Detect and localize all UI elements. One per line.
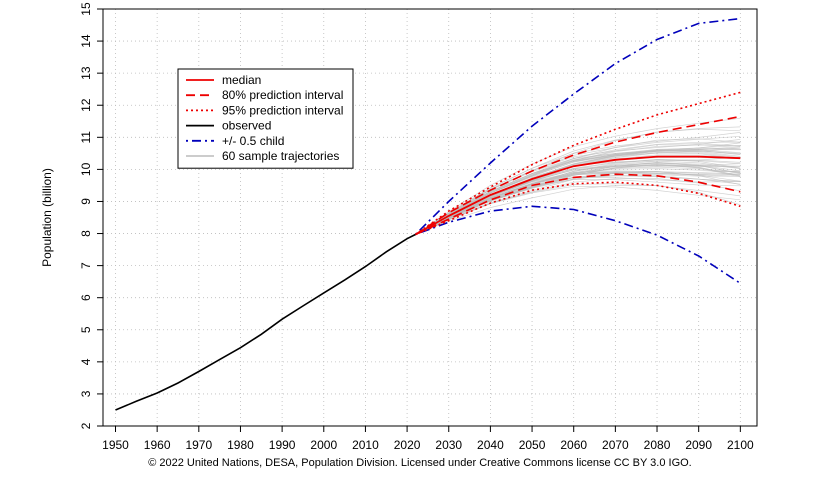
x-tick-label: 2040	[477, 438, 504, 452]
x-tick-label: 1950	[102, 438, 129, 452]
y-tick-label: 12	[79, 98, 93, 112]
series-0-5-child-lower	[415, 205, 741, 284]
series-95-prediction-interval-lower	[415, 181, 741, 236]
y-axis: 2 3 4 5 6 7 8 9 10 11 12 13 14 15	[79, 2, 103, 429]
y-tick-label: 7	[79, 262, 93, 269]
series-80-prediction-interval-lower	[415, 173, 741, 236]
y-tick-label: 4	[79, 358, 93, 365]
y-tick-label: 5	[79, 326, 93, 333]
x-tick-label: 1990	[269, 438, 296, 452]
population-chart: 1950 1960 1970 1980 1990 2000 2010 2020 2030 2040…	[40, 2, 758, 452]
y-tick-label: 6	[79, 294, 93, 301]
series-95-prediction-interval-upper	[414, 91, 741, 236]
x-tick-label: 2090	[685, 438, 712, 452]
sample-trajectory	[415, 164, 741, 235]
x-tick-label: 1980	[227, 438, 254, 452]
series-80-prediction-interval-upper	[414, 115, 741, 236]
sample-trajectory	[415, 166, 741, 235]
y-tick-label: 15	[79, 2, 93, 16]
sample-trajectory	[415, 159, 741, 235]
x-tick-label: 1960	[144, 438, 171, 452]
series-lines	[115, 17, 741, 411]
legend-label-median: median	[222, 73, 261, 87]
y-tick-label: 9	[79, 198, 93, 205]
y-tick-label: 8	[79, 230, 93, 237]
x-tick-label: 2100	[727, 438, 754, 452]
x-tick-label: 2010	[352, 438, 379, 452]
y-tick-label: 11	[79, 131, 93, 144]
x-axis: 1950 1960 1970 1980 1990 2000 2010 2020 2030 2040…	[102, 426, 754, 452]
series-0-5-child-upper	[414, 17, 741, 236]
x-tick-label: 2070	[602, 438, 629, 452]
y-tick-label: 14	[79, 34, 93, 48]
series-median	[414, 155, 741, 236]
legend-label-child: +/- 0.5 child	[222, 134, 284, 148]
x-tick-label: 2060	[560, 438, 587, 452]
x-tick-label: 2020	[394, 438, 421, 452]
legend-label-observed: observed	[222, 119, 271, 133]
sample-trajectory	[415, 145, 741, 235]
x-tick-label: 2080	[644, 438, 671, 452]
sample-trajectory	[415, 132, 741, 235]
y-tick-label: 3	[79, 390, 93, 397]
sample-trajectory	[415, 184, 741, 235]
y-tick-label: 10	[79, 162, 93, 176]
legend-box	[177, 68, 354, 169]
series-observed	[115, 233, 416, 411]
legend-label-pi80: 80% prediction interval	[222, 88, 343, 102]
x-tick-label: 2050	[519, 438, 546, 452]
x-tick-label: 1970	[185, 438, 212, 452]
x-tick-label: 2000	[310, 438, 337, 452]
y-tick-label: 2	[79, 422, 93, 429]
copyright-caption: © 2022 United Nations, DESA, Population …	[148, 457, 692, 469]
x-tick-label: 2030	[435, 438, 462, 452]
y-axis-title: Population (billion)	[40, 168, 54, 267]
sample-trajectory	[415, 138, 741, 235]
legend-label-samples: 60 sample trajectories	[222, 149, 339, 163]
y-tick-label: 13	[79, 66, 93, 80]
plot-frame	[102, 8, 758, 427]
legend-label-pi95: 95% prediction interval	[222, 103, 343, 117]
